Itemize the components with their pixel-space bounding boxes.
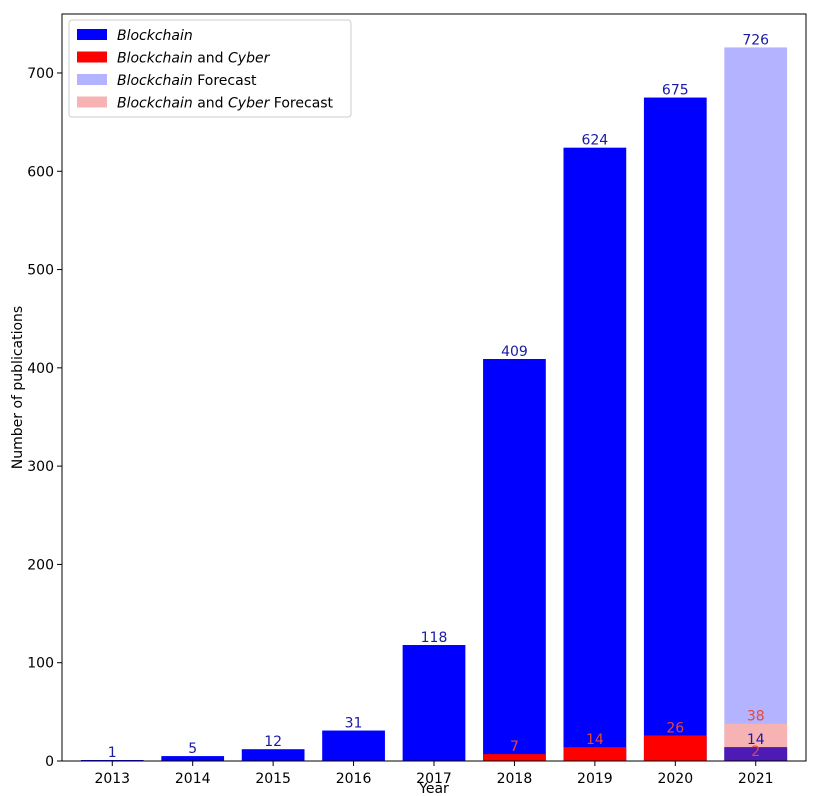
legend-label-blockchain-forecast: Blockchain Forecast: [117, 73, 257, 89]
y-tick-label: 400: [27, 361, 54, 377]
legend-swatch-blockchain-and-cyber-forecast: [77, 96, 107, 108]
bars-layer: [80, 47, 788, 762]
x-tick-label: 2015: [255, 771, 291, 787]
legend-label-blockchain: Blockchain: [117, 28, 193, 44]
bar-blockchain-2014: [161, 756, 225, 761]
y-axis-label: Number of publications: [10, 306, 26, 469]
value-label-blockchain-2019: 624: [581, 133, 608, 149]
x-tick-label: 2021: [738, 771, 774, 787]
legend-box: [68, 19, 352, 118]
x-tick-label: 2013: [94, 771, 130, 787]
value-label-blockchain-2020: 675: [662, 83, 689, 99]
value-label-blockchain-2013: 1: [108, 745, 117, 761]
x-tick-label: 2014: [175, 771, 211, 787]
legend-label-blockchain-and-cyber-forecast: Blockchain and Cyber Forecast: [117, 96, 334, 112]
x-tick-label: 2016: [336, 771, 372, 787]
x-tick-label: 2018: [497, 771, 533, 787]
legend-swatch-blockchain-forecast: [77, 74, 107, 85]
bar-blockchain-and-cyber-2019: [563, 747, 627, 761]
value-label-blockchain-2016: 31: [345, 716, 363, 732]
x-axis-label: Year: [418, 781, 449, 796]
x-tick-label: 2020: [657, 771, 693, 787]
x-tick-label: 2017: [416, 771, 452, 787]
y-tick-label: 200: [27, 557, 54, 573]
bar-blockchain-and-cyber-2018: [483, 754, 546, 761]
legend-label-blockchain-and-cyber: Blockchain and Cyber: [117, 51, 271, 67]
x-axis: 2013 2014 2015 2016 2017 2018 2019 2020 2021: [94, 761, 774, 787]
value-label-blockchain-2021: 14: [747, 732, 765, 748]
value-label-blockchain-and-cyber-2018: 7: [510, 739, 519, 755]
bar-blockchain-2018: [483, 358, 546, 761]
bar-blockchain-2019: [563, 147, 627, 761]
bar-blockchain-2017: [402, 645, 466, 761]
value-label-blockchain-and-cyber-2021: 2: [751, 744, 760, 760]
bar-blockchain-2015: [241, 749, 305, 761]
legend-swatch-blockchain-and-cyber: [77, 51, 107, 63]
value-label-blockchain-2017: 118: [421, 630, 448, 646]
bar-labels-layer: 726 38 1 5 12 31 118 409 624 675 14 7 14 26 2: [108, 32, 769, 761]
legend-swatch-blockchain: [77, 29, 107, 40]
y-tick-label: 0: [45, 754, 54, 770]
x-tick-label: 2019: [577, 771, 613, 787]
y-tick-label: 300: [27, 459, 54, 475]
value-label-blockchain-2015: 12: [264, 734, 282, 750]
y-tick-label: 700: [27, 66, 54, 82]
y-tick-label: 500: [27, 263, 54, 279]
bar-blockchain-2020: [643, 97, 707, 762]
value-label-blockchain-2014: 5: [188, 741, 197, 757]
bar-blockchain-forecast-2021: [724, 47, 788, 762]
y-tick-label: 100: [27, 656, 54, 672]
value-label-blockchain-and-cyber-2020: 26: [666, 720, 684, 736]
value-label-blockchain-and-cyber-2019: 14: [586, 732, 604, 748]
value-label-blockchain-forecast-2021: 726: [742, 32, 769, 48]
legend: Blockchain Blockchain and Cyber Blockchain…: [68, 19, 352, 118]
value-label-blockchain-and-cyber-forecast-2021: 38: [747, 709, 765, 725]
y-tick-label: 600: [27, 164, 54, 180]
bar-blockchain-2021-overlay: [724, 747, 788, 761]
bar-blockchain-2016: [322, 730, 385, 761]
value-label-blockchain-2018: 409: [501, 344, 528, 360]
y-axis: 0 100 200 300 400 500 600 700: [27, 66, 62, 770]
bar-blockchain-and-cyber-2020: [643, 735, 707, 761]
